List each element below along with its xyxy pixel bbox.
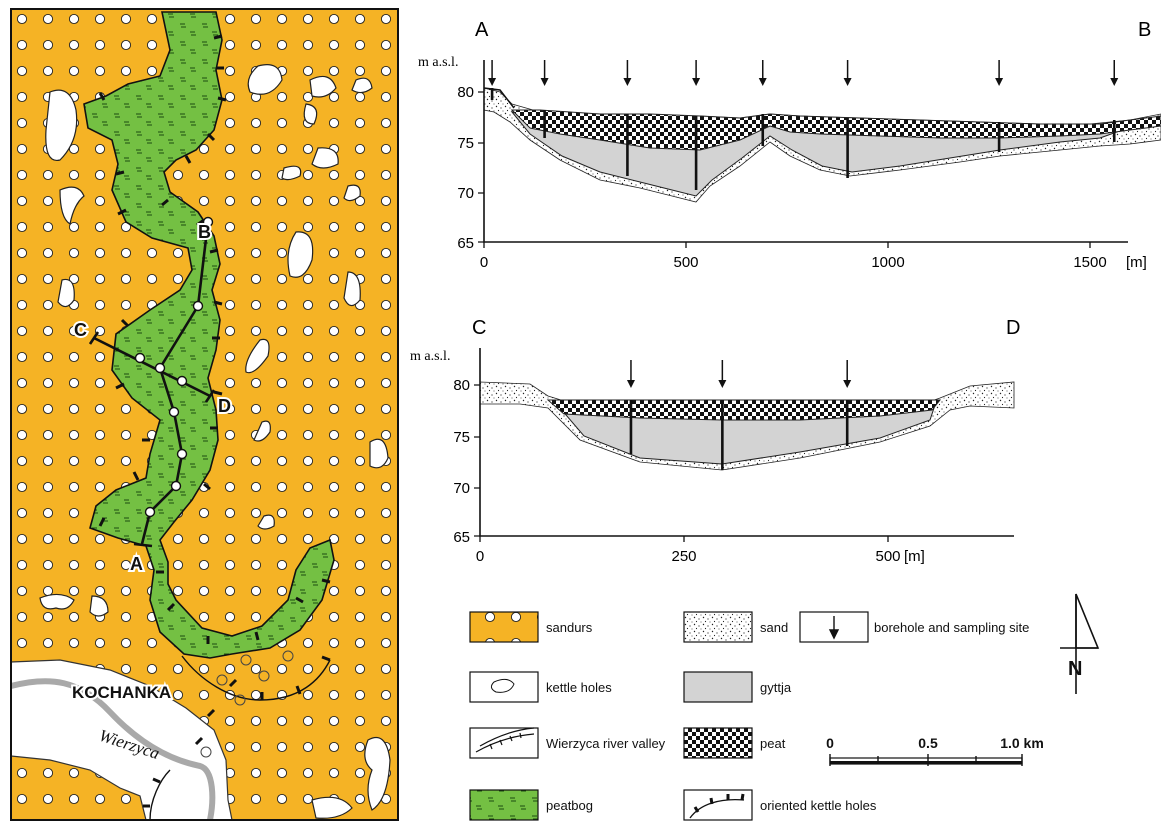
ab-borehole-arrow-6 xyxy=(843,60,852,86)
scale-bar: 0 0.5 1.0 km xyxy=(826,735,1044,766)
section-ab-end-label: B xyxy=(1138,19,1151,41)
map-label-a: A xyxy=(130,554,143,574)
ab-borehole-arrow-3 xyxy=(623,60,632,86)
section-cd-end-label: D xyxy=(1006,317,1020,339)
legend-peatbog-swatch xyxy=(469,789,539,821)
cd-xtick-250: 250 xyxy=(671,548,696,565)
legend-valley-swatch xyxy=(469,727,539,759)
cd-ytick-70: 70 xyxy=(453,480,470,497)
legend-valley-label: Wierzyca river valley xyxy=(546,736,666,751)
map-label-b: B xyxy=(198,222,211,242)
cross-section-ab: A B m a.s.l. 80 75 70 65 0 500 1000 1500… xyxy=(418,19,1161,271)
map-label-c: C xyxy=(74,320,87,340)
ab-borehole-arrow-5 xyxy=(758,60,767,86)
scale-tick-0: 0 xyxy=(826,735,834,751)
legend-kettle-label: kettle holes xyxy=(546,680,612,695)
legend-gyttja-label: gyttja xyxy=(760,680,792,695)
ab-borehole-arrow-2 xyxy=(540,60,549,86)
ab-borehole-arrow-8 xyxy=(1110,60,1119,86)
map-label-d: D xyxy=(218,396,231,416)
ab-xtick-1000: 1000 xyxy=(871,254,904,271)
cd-borehole-arrow-1 xyxy=(626,360,635,388)
scale-tick-1km: 1.0 km xyxy=(1000,735,1044,751)
legend-oriented-swatch xyxy=(683,789,753,821)
legend-sand-swatch xyxy=(683,611,753,643)
ab-ytick-75: 75 xyxy=(457,135,474,152)
scale-tick-half: 0.5 xyxy=(918,735,938,751)
oriented-kettle-icon xyxy=(689,793,745,819)
ab-xtick-0: 0 xyxy=(480,254,488,271)
ab-borehole-arrow-7 xyxy=(995,60,1004,86)
cd-xtick-0: 0 xyxy=(476,548,484,565)
cd-xtick-500: 500 xyxy=(875,548,900,565)
river-wierzyca xyxy=(11,678,216,820)
cd-borehole-arrow-3 xyxy=(843,360,852,388)
map-borehole-points xyxy=(134,216,214,518)
valley-ticks xyxy=(143,655,331,808)
section-ab-start-label: A xyxy=(475,19,489,41)
ab-borehole-arrow-4 xyxy=(692,60,701,86)
section-cd-ylabel: m a.s.l. xyxy=(410,349,450,364)
legend-sandurs-swatch xyxy=(469,611,539,643)
legend-peat-swatch xyxy=(683,727,753,759)
ab-borehole-arrow-1 xyxy=(488,60,497,86)
borehole-arrow-icon xyxy=(828,616,840,640)
ab-ytick-70: 70 xyxy=(457,185,474,202)
valley-edge-lower xyxy=(149,769,171,820)
transect-ab xyxy=(133,221,210,548)
cd-xunit: [m] xyxy=(904,548,925,565)
ab-xtick-1500: 1500 xyxy=(1073,254,1106,271)
legend-peatbog-label: peatbog xyxy=(546,798,593,813)
cd-borehole-arrow-2 xyxy=(718,360,727,388)
cd-ytick-65: 65 xyxy=(453,529,470,546)
valley-edge xyxy=(181,655,331,701)
cd-ytick-75: 75 xyxy=(453,429,470,446)
kettle-holes xyxy=(39,64,391,819)
map-frame xyxy=(10,8,399,821)
kochanka-area xyxy=(11,659,233,820)
cross-section-cd: C D m a.s.l. 80 75 70 65 0 250 500 [m] xyxy=(410,317,1020,565)
cd-ytick-80: 80 xyxy=(453,377,470,394)
legend-sandurs-label: sandurs xyxy=(546,620,593,635)
ab-xunit: [m] xyxy=(1126,254,1147,271)
ab-ytick-65: 65 xyxy=(457,235,474,252)
legend-peat-label: peat xyxy=(760,736,786,751)
valley-edge-icon xyxy=(475,727,535,753)
ab-xtick-500: 500 xyxy=(673,254,698,271)
valley-rings xyxy=(200,650,294,758)
legend-gyttja-swatch xyxy=(683,671,753,703)
legend-sand-label: sand xyxy=(760,620,788,635)
legend: sandurs sand borehole and sampling site … xyxy=(469,593,1100,821)
ab-peat-layer xyxy=(510,109,1161,151)
study-area-map: B C D A KOCHANKA Wierzyca xyxy=(11,9,398,820)
kettle-hole-icon xyxy=(490,678,515,693)
legend-borehole-label: borehole and sampling site xyxy=(874,620,1029,635)
legend-oriented-label: oriented kettle holes xyxy=(760,798,877,813)
bog-edge-ticks xyxy=(98,34,331,644)
legend-kettle-swatch xyxy=(469,671,539,703)
ab-ytick-80: 80 xyxy=(457,84,474,101)
town-label: KOCHANKA xyxy=(72,683,171,702)
transect-cd xyxy=(88,331,216,403)
north-arrow-icon xyxy=(1060,593,1100,694)
north-label: N xyxy=(1068,658,1082,680)
section-cd-start-label: C xyxy=(472,317,486,339)
section-ab-ylabel: m a.s.l. xyxy=(418,55,458,70)
